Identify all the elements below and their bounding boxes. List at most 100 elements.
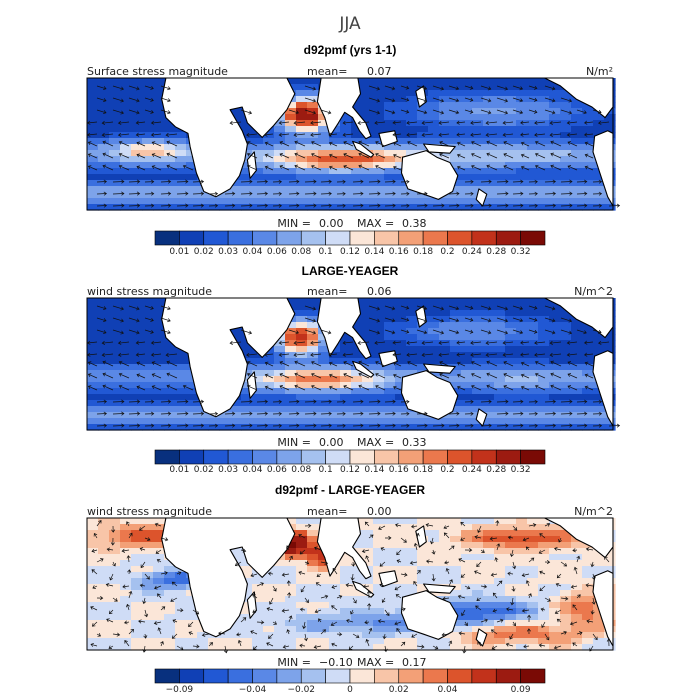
field-cell xyxy=(373,614,385,621)
field-cell xyxy=(527,376,539,383)
field-cell xyxy=(549,180,561,187)
stress-vector xyxy=(384,203,396,208)
field-cell xyxy=(472,394,484,401)
field-cell xyxy=(538,78,550,85)
stress-vector xyxy=(328,361,338,367)
field-cell xyxy=(417,328,429,335)
stress-vector xyxy=(136,141,146,147)
field-cell xyxy=(164,144,176,151)
field-cell xyxy=(131,518,143,525)
field-cell xyxy=(296,548,308,555)
field-cell xyxy=(164,346,176,353)
field-cell xyxy=(406,572,418,579)
stress-vector xyxy=(381,597,386,603)
stress-vector xyxy=(606,638,611,647)
field-cell xyxy=(494,174,506,181)
field-cell xyxy=(340,566,352,573)
stress-vector xyxy=(400,203,410,208)
stress-vector xyxy=(570,584,578,589)
stress-vector xyxy=(490,572,498,577)
field-cell xyxy=(560,114,572,121)
field-cell xyxy=(362,96,374,103)
field-cell xyxy=(164,590,176,597)
stress-vector xyxy=(485,352,498,358)
stress-vector xyxy=(521,608,530,613)
field-cell xyxy=(87,518,99,525)
field-cell xyxy=(142,358,154,365)
colorbar-box xyxy=(252,449,278,465)
stress-vector xyxy=(528,85,538,90)
stress-vector xyxy=(525,580,530,587)
stress-vector xyxy=(590,561,595,568)
field-cell xyxy=(230,406,242,413)
stress-vector xyxy=(416,305,428,311)
field-cell xyxy=(472,548,484,555)
field-cell xyxy=(560,90,572,97)
field-cell xyxy=(538,168,550,175)
stress-vector xyxy=(544,305,556,311)
stress-vector xyxy=(458,558,466,563)
field-cell xyxy=(362,382,374,389)
stress-vector xyxy=(361,549,370,554)
field-cell xyxy=(153,382,165,389)
field-cell xyxy=(87,406,99,413)
stress-vector xyxy=(512,317,524,323)
colorbar-tick: 0.16 xyxy=(389,465,409,475)
field-cell xyxy=(362,298,374,305)
field-cell xyxy=(406,632,418,639)
stress-vector xyxy=(566,352,578,357)
field-cell xyxy=(560,322,572,329)
field-cell xyxy=(351,406,363,413)
stress-vector xyxy=(406,340,418,345)
stress-vector xyxy=(112,191,125,196)
field-cell xyxy=(274,608,286,615)
field-cell xyxy=(472,382,484,389)
field-cell xyxy=(604,424,616,431)
field-cell xyxy=(384,376,396,383)
field-cell xyxy=(461,346,473,353)
field-cell xyxy=(252,144,264,151)
field-cell xyxy=(296,156,308,163)
colorbar-box xyxy=(398,668,424,684)
field-cell xyxy=(285,328,297,335)
field-cell xyxy=(285,370,297,377)
field-cell xyxy=(340,180,352,187)
field-cell xyxy=(538,144,550,151)
field-cell xyxy=(197,192,209,199)
field-cell xyxy=(604,126,616,133)
field-cell xyxy=(98,388,110,395)
field-cell xyxy=(131,346,143,353)
field-cell xyxy=(505,298,517,305)
field-cell xyxy=(395,90,407,97)
field-cell xyxy=(494,84,506,91)
stress-vector xyxy=(416,97,428,103)
stress-vector xyxy=(342,132,354,137)
field-cell xyxy=(87,156,99,163)
stress-vector xyxy=(151,141,162,147)
stress-vector xyxy=(90,606,98,611)
stress-vector xyxy=(352,423,364,428)
field-cell xyxy=(109,204,121,211)
stress-vector xyxy=(240,109,253,115)
stress-vector xyxy=(246,164,258,171)
field-cell xyxy=(395,364,407,371)
field-cell xyxy=(186,198,198,205)
field-cell xyxy=(340,346,352,353)
field-cell xyxy=(142,584,154,591)
field-cell xyxy=(98,198,110,205)
field-cell xyxy=(505,584,517,591)
field-cell xyxy=(461,388,473,395)
field-cell xyxy=(527,168,539,175)
field-cell xyxy=(549,596,561,603)
field-cell xyxy=(351,198,363,205)
field-cell xyxy=(571,566,583,573)
field-cell xyxy=(571,412,583,419)
field-cell xyxy=(516,316,528,323)
field-cell xyxy=(450,412,462,419)
field-cell xyxy=(329,424,341,431)
field-cell xyxy=(560,150,572,157)
stress-vector xyxy=(358,372,370,379)
field-cell xyxy=(395,584,407,591)
field-cell xyxy=(472,364,484,371)
colorbar-box xyxy=(276,668,302,684)
